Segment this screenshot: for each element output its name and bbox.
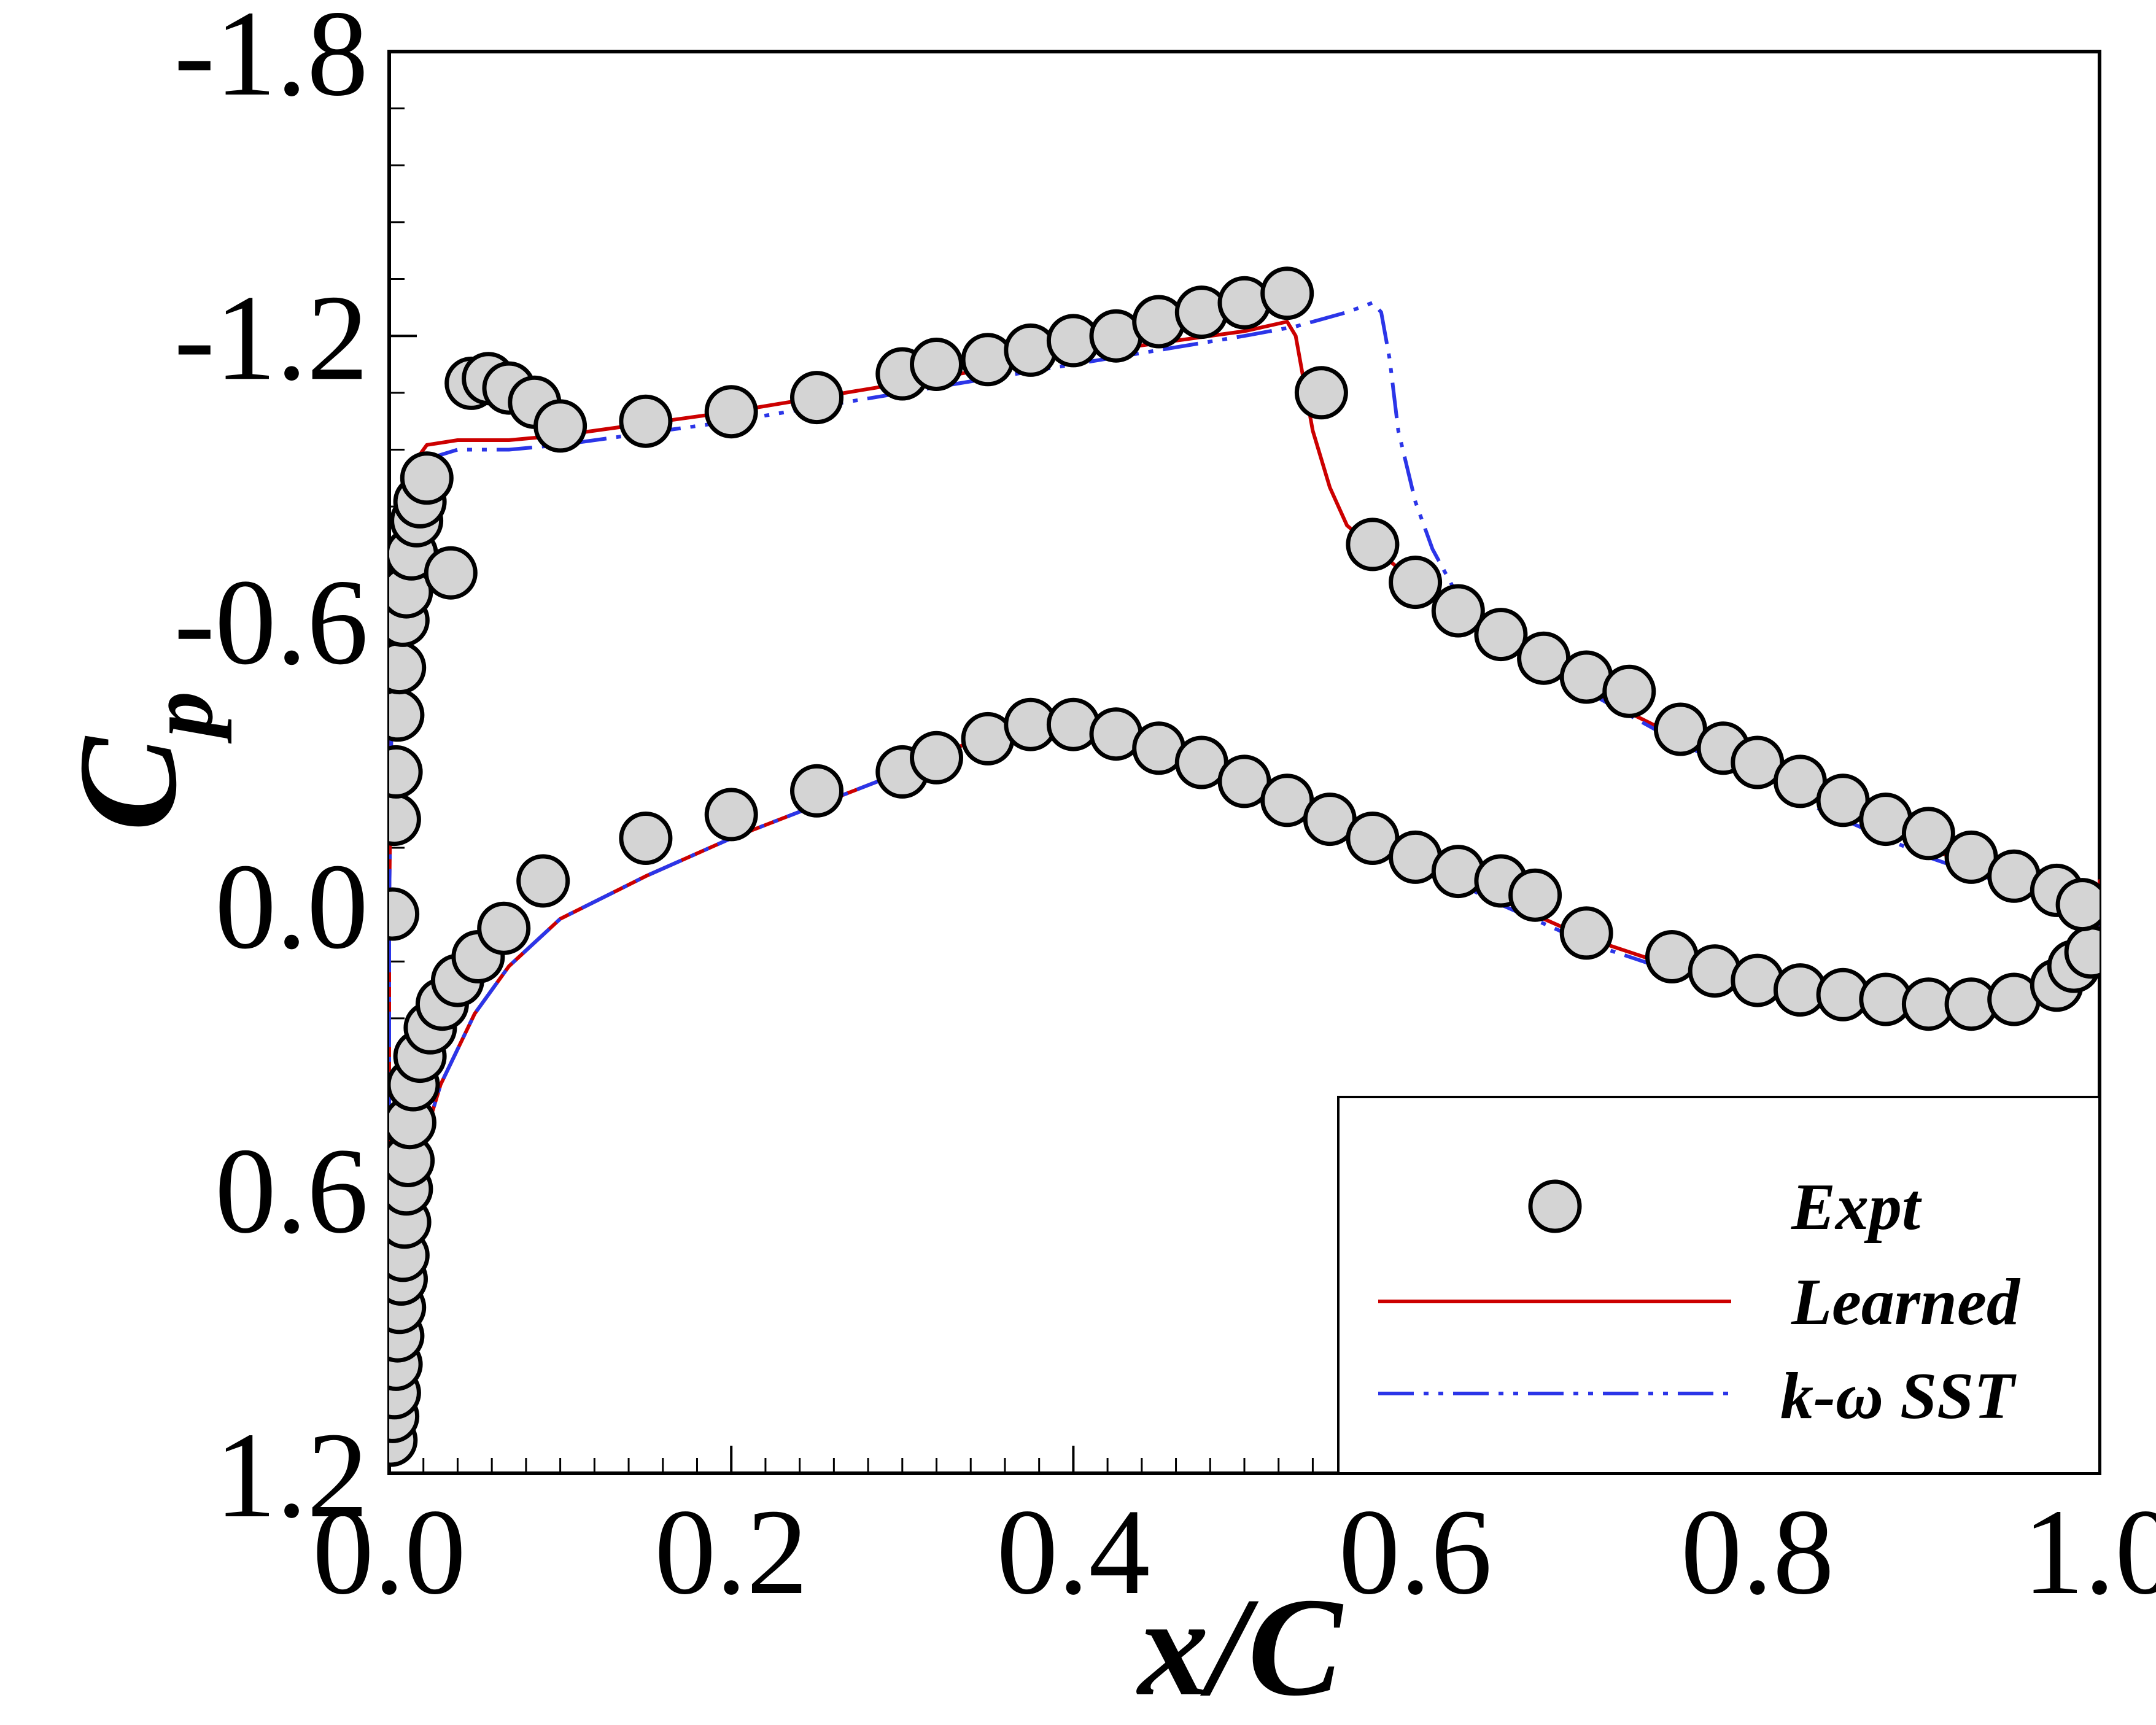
expt-point [1294, 366, 1348, 420]
y-tick-label: -1.8 [174, 0, 368, 122]
expt-point [389, 641, 427, 695]
y-tick-label: -0.6 [174, 554, 368, 690]
expt-point [1389, 556, 1443, 610]
expt-point [790, 371, 843, 425]
expt-point [704, 788, 758, 842]
expt-point [516, 854, 570, 908]
legend-expt-label: Expt [1791, 1171, 1922, 1244]
expt-point [389, 887, 420, 941]
y-tick-label: 0.0 [215, 839, 368, 975]
expt-point [1508, 868, 1562, 922]
x-tick-label: 0.0 [312, 1484, 466, 1620]
y-tick-label: 1.2 [215, 1408, 368, 1543]
legend: Expt Learned k-ω SST [1337, 1096, 2101, 1475]
expt-point [424, 546, 478, 600]
expt-point [389, 745, 423, 799]
y-tick-labels: -1.8 -1.2 -0.6 0.0 0.6 1.2 [174, 0, 368, 1543]
expt-point [2064, 925, 2100, 979]
expt-point [1901, 807, 1955, 861]
x-tick-label: 0.6 [1339, 1484, 1492, 1620]
expt-point [704, 385, 758, 439]
expt-point [619, 394, 673, 448]
legend-learned-label: Learned [1791, 1266, 2021, 1339]
y-axis-title-main: C [49, 735, 206, 831]
expt-point [910, 731, 963, 785]
y-axis-title-sub: p [130, 691, 232, 744]
x-tick-label: 0.2 [654, 1484, 808, 1620]
x-axis-title: x/C [1136, 1568, 1344, 1725]
x-tick-labels: 0.0 0.2 0.4 0.6 0.8 1.0 [312, 1484, 2156, 1620]
expt-point [961, 333, 1015, 387]
expt-point [1174, 285, 1228, 339]
legend-sst-label: k-ω SST [1780, 1360, 2017, 1433]
legend-expt-marker [1528, 1179, 1582, 1233]
y-tick-label: 0.6 [215, 1123, 368, 1259]
expt-point [389, 793, 421, 847]
expt-point [533, 399, 587, 453]
expt-point [1431, 584, 1485, 638]
x-tick-label: 1.0 [2023, 1484, 2156, 1620]
expt-point [400, 451, 454, 505]
y-tick-label: -1.2 [174, 270, 368, 406]
y-axis-title: Cp [49, 691, 232, 831]
expt-point [1559, 906, 1613, 960]
expt-point [477, 901, 531, 955]
expt-point [389, 688, 425, 742]
expt-series [389, 266, 2100, 1467]
svg-text:Cp: Cp [49, 691, 232, 831]
expt-point [1260, 266, 1314, 320]
x-tick-label: 0.4 [996, 1484, 1150, 1620]
expt-point [2055, 878, 2100, 932]
expt-point [1346, 518, 1400, 572]
legend-box [1337, 1096, 2101, 1475]
expt-point [619, 812, 673, 865]
x-tick-label: 0.8 [1681, 1484, 1834, 1620]
expt-point [910, 338, 963, 391]
expt-point [1474, 608, 1528, 662]
expt-point [790, 764, 843, 818]
expt-point [1217, 276, 1271, 330]
expt-point [1602, 664, 1656, 718]
